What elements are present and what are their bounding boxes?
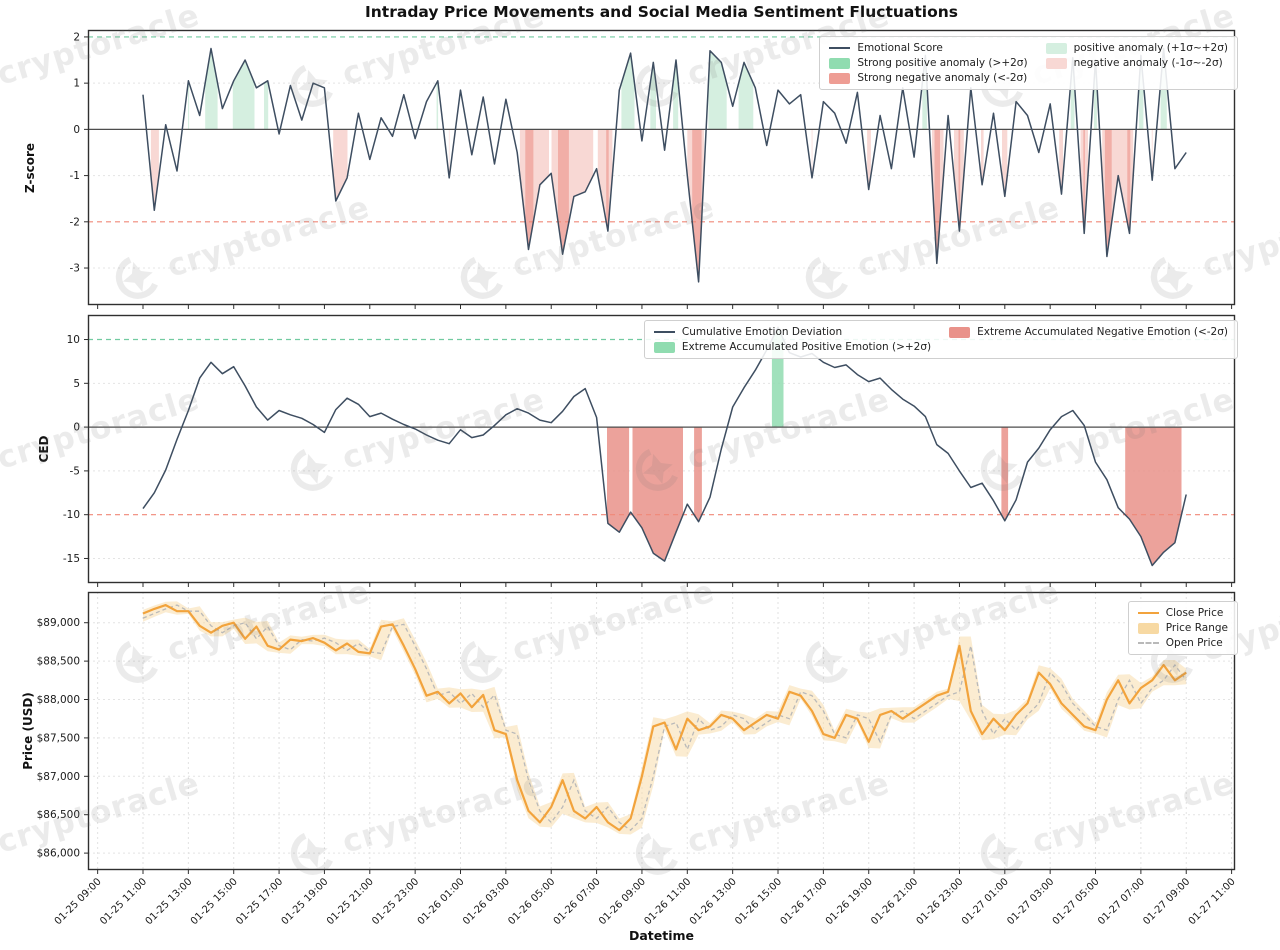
legend-label: Open Price <box>1165 637 1223 649</box>
legend-item: positive anomaly (+1σ~+2σ) <box>1045 42 1228 54</box>
legend-label: negative anomaly (-1σ~-2σ) <box>1073 57 1223 69</box>
x-tick-label: 01-27 01:00 <box>960 876 1011 927</box>
legend-label: Price Range <box>1165 622 1228 634</box>
x-tick-label: 01-27 07:00 <box>1096 876 1147 927</box>
legend-patch-swatch <box>829 72 851 84</box>
legend-patch-swatch <box>653 341 675 353</box>
legend-label: Strong positive anomaly (>+2σ) <box>857 57 1028 69</box>
x-tick-label: 01-27 09:00 <box>1141 876 1192 927</box>
y-axis-label-zscore: Z-score <box>23 142 37 194</box>
legend-patch-swatch <box>949 326 971 338</box>
x-tick-label: 01-26 19:00 <box>824 876 875 927</box>
price-plot: $89,000 $88,500 $88,000 $87,500 $87,000 $86,5… <box>37 591 1238 927</box>
ced-plot: 10 5 0 -5 -10 -15 <box>63 314 1236 587</box>
legend-label: Emotional Score <box>857 42 943 54</box>
legend-label: Close Price <box>1165 607 1224 619</box>
legend-label: Extreme Accumulated Negative Emotion (<-… <box>977 326 1228 338</box>
y-tick-label: 1 <box>73 78 80 90</box>
x-tick-label: 01-26 13:00 <box>688 876 739 927</box>
x-tick-label: 01-26 11:00 <box>642 876 693 927</box>
ced-legend: Cumulative Emotion Deviation Extreme Accu… <box>643 320 1238 359</box>
x-tick-label: 01-26 05:00 <box>506 876 557 927</box>
x-tick-label: 01-26 07:00 <box>552 876 603 927</box>
x-tick-label: 01-25 21:00 <box>325 876 376 927</box>
legend-line-swatch <box>1137 612 1159 614</box>
y-tick-label: 0 <box>73 124 80 136</box>
x-tick-label: 01-26 23:00 <box>915 876 966 927</box>
legend-item: Strong negative anomaly (<-2σ) <box>829 72 1027 84</box>
legend-patch-swatch <box>829 57 851 69</box>
y-tick-label: 2 <box>73 31 80 43</box>
legend-item: Close Price <box>1137 607 1228 619</box>
x-tick-label: 01-25 19:00 <box>280 876 331 927</box>
x-tick-label: 01-26 09:00 <box>597 876 648 927</box>
page-title: Intraday Price Movements and Social Medi… <box>365 3 958 21</box>
y-axis-label-ced: CED <box>37 435 51 463</box>
y-tick-label: $89,000 <box>37 617 80 629</box>
legend-item: Strong positive anomaly (>+2σ) <box>829 57 1028 69</box>
y-tick-label: $88,500 <box>37 656 80 668</box>
x-tick-label: 01-27 03:00 <box>1005 876 1056 927</box>
x-tick-label: 01-27 05:00 <box>1051 876 1102 927</box>
x-tick-label: 01-25 11:00 <box>98 876 149 927</box>
x-tick-label: 01-25 09:00 <box>53 876 104 927</box>
y-tick-label: -5 <box>70 465 80 477</box>
y-tick-label: -2 <box>70 216 80 228</box>
y-tick-label: -10 <box>63 509 80 521</box>
legend-dash-swatch <box>1137 642 1159 644</box>
x-tick-label: 01-26 17:00 <box>779 876 830 927</box>
legend-patch-swatch <box>1137 622 1159 634</box>
y-tick-label: 10 <box>67 334 80 346</box>
x-tick-label: 01-25 17:00 <box>234 876 285 927</box>
x-tick-label: 01-26 21:00 <box>869 876 920 927</box>
legend-item: Price Range <box>1137 622 1228 634</box>
legend-label: positive anomaly (+1σ~+2σ) <box>1073 42 1228 54</box>
legend-item: Open Price <box>1137 637 1228 649</box>
legend-patch-swatch <box>1045 42 1067 54</box>
legend-line-swatch <box>653 331 675 333</box>
y-tick-label: -1 <box>70 170 80 182</box>
legend-label: Strong negative anomaly (<-2σ) <box>857 72 1028 84</box>
x-tick-label: 01-26 15:00 <box>733 876 784 927</box>
legend-item: Emotional Score <box>829 42 1027 54</box>
legend-patch-swatch <box>1045 57 1067 69</box>
legend-label: Cumulative Emotion Deviation <box>681 326 843 338</box>
x-tick-label: 01-25 15:00 <box>189 876 240 927</box>
y-axis-label-price: Price (USD) <box>21 692 35 770</box>
y-tick-label: $88,000 <box>37 694 80 706</box>
y-tick-label: $87,000 <box>37 771 80 783</box>
legend-item: Extreme Accumulated Positive Emotion (>+… <box>653 341 932 353</box>
legend-item: Cumulative Emotion Deviation <box>653 326 931 338</box>
legend-line-swatch <box>829 47 851 49</box>
x-tick-label: 01-25 23:00 <box>370 876 421 927</box>
x-tick-label: 01-25 13:00 <box>144 876 195 927</box>
legend-item: Extreme Accumulated Negative Emotion (<-… <box>949 326 1228 338</box>
x-tick-label: 01-26 03:00 <box>461 876 512 927</box>
x-axis-label: Datetime <box>628 928 695 943</box>
y-tick-label: 5 <box>73 378 80 390</box>
x-tick-label: 01-27 11:00 <box>1187 876 1238 927</box>
y-tick-label: 0 <box>73 422 80 434</box>
y-tick-label: $86,500 <box>37 809 80 821</box>
legend-item: negative anomaly (-1σ~-2σ) <box>1045 57 1228 69</box>
x-tick-label: 01-26 01:00 <box>416 876 467 927</box>
legend-label: Extreme Accumulated Positive Emotion (>+… <box>681 341 932 353</box>
y-tick-label: -15 <box>63 553 80 565</box>
y-tick-label: -3 <box>70 263 80 275</box>
price-legend: Close Price Price Range Open Price <box>1127 601 1238 655</box>
zscore-legend: Emotional Score Strong positive anomaly (… <box>819 36 1238 90</box>
y-tick-label: $86,000 <box>37 848 80 860</box>
y-tick-label: $87,500 <box>37 732 80 744</box>
